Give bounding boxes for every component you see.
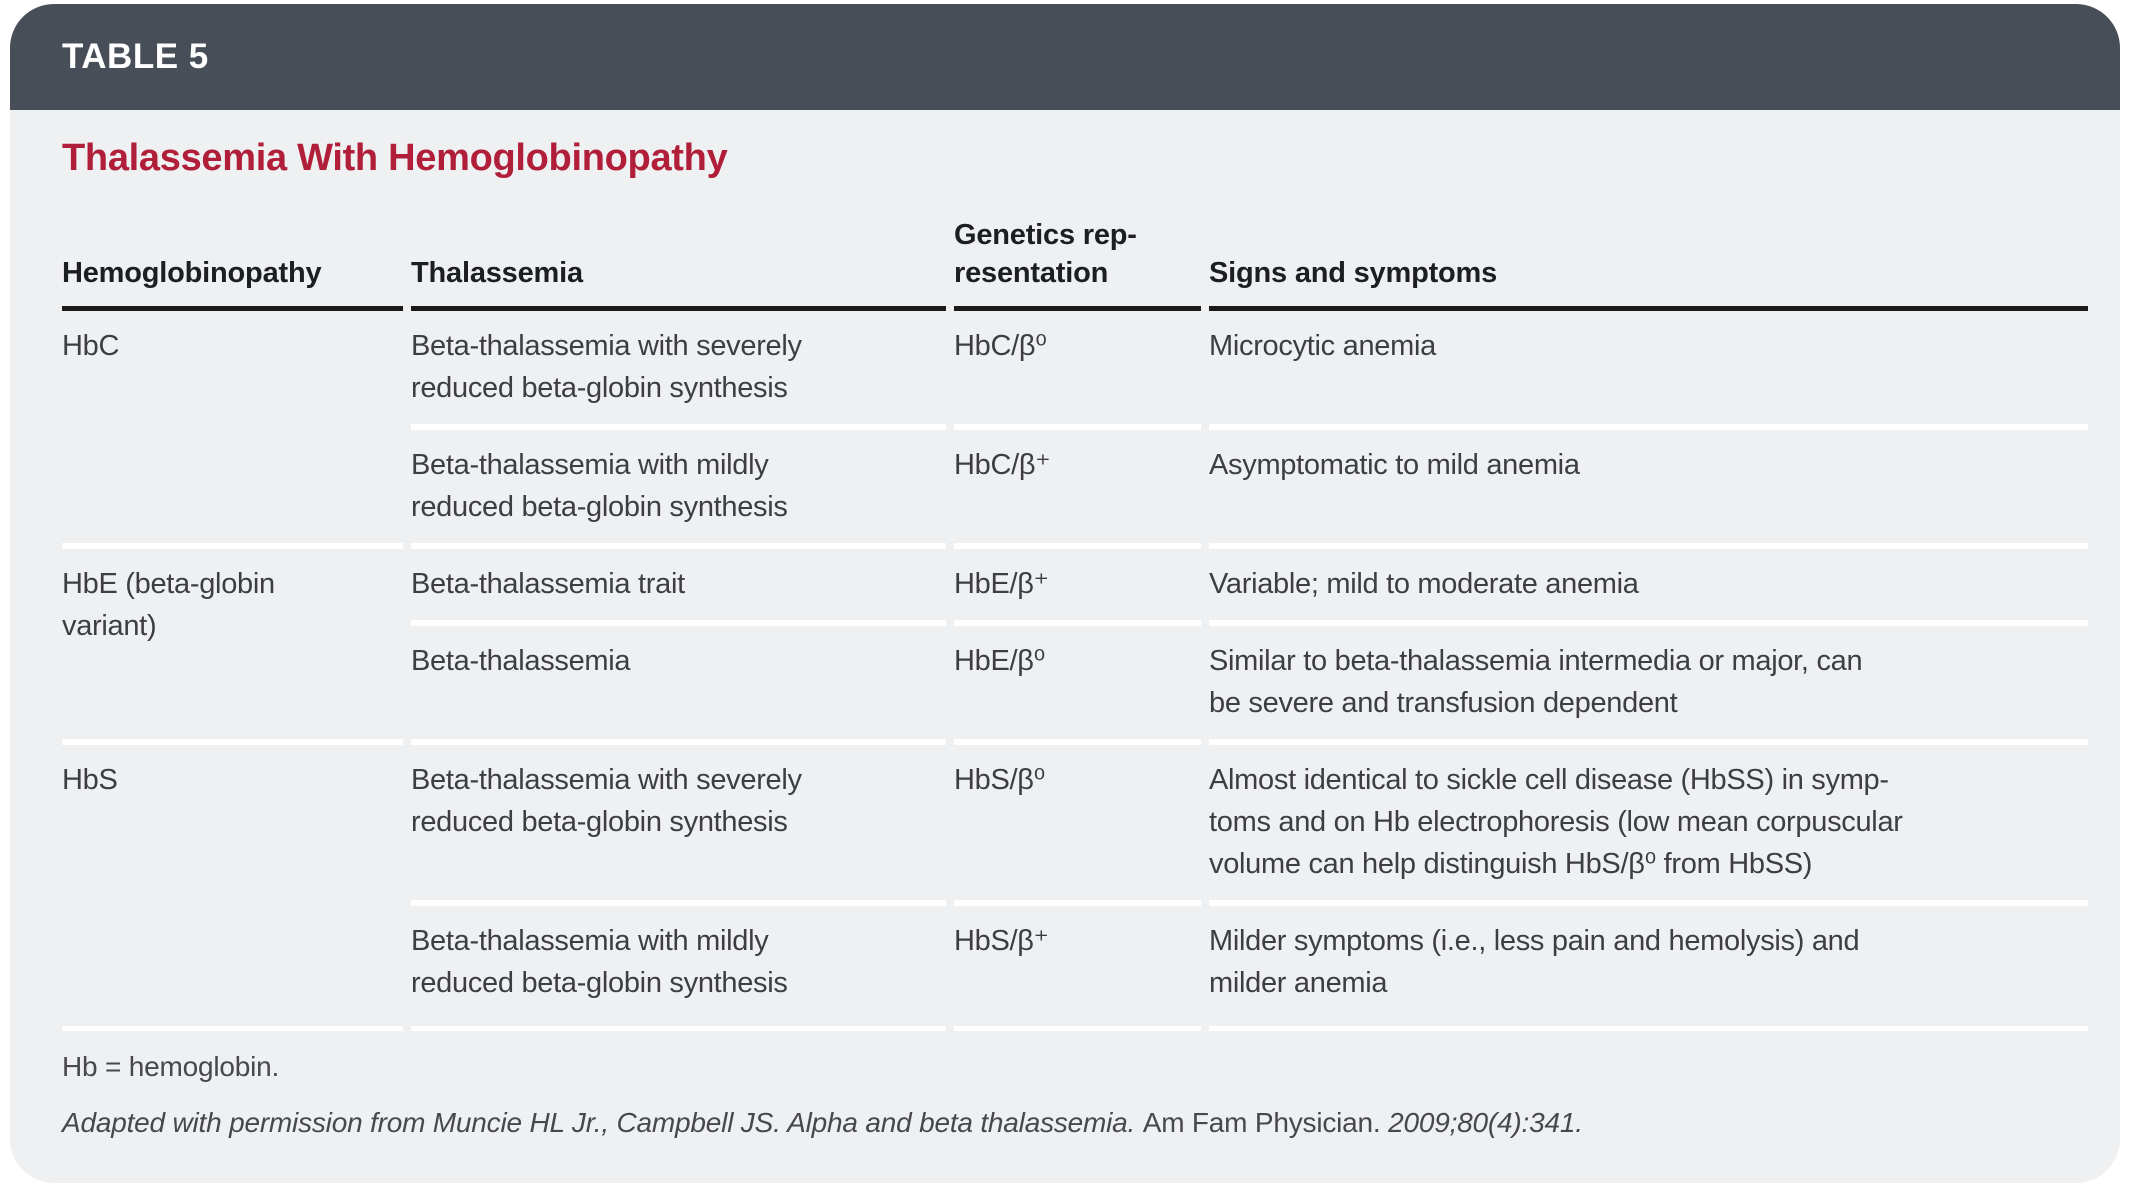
column-header-signs-and-symptoms: Signs and symptoms — [1209, 180, 2088, 311]
cell-genetics: HbS/β⁰ — [954, 739, 1201, 900]
cell-signs: Microcytic anemia — [1209, 330, 1436, 362]
cell-hemoglobinopathy-hbc: HbC — [62, 330, 120, 362]
table-body: Thalassemia With Hemoglobinopathy Hemogl… — [10, 136, 2120, 1141]
cell-signs: Variable; mild to moderate anemia — [1209, 543, 2088, 620]
table-number-label: TABLE 5 — [62, 37, 209, 76]
cell-signs: Almost identical to sickle cell disease … — [1209, 739, 2088, 900]
cell-thalassemia: Beta-thalassemia with severely reduced b… — [411, 330, 802, 404]
cell-genetics: HbE/β⁺ — [954, 543, 1201, 620]
credit-adapted-text: Adapted with permission from Muncie HL J… — [62, 1107, 1143, 1138]
cell-hemoglobinopathy-hbe: HbE (beta-globin variant) — [62, 543, 403, 739]
cell-genetics: HbC/β⁺ — [954, 424, 1201, 543]
footnote-abbreviation: Hb = hemoglobin. — [62, 1051, 280, 1082]
footnote-credit: Adapted with permission from Muncie HL J… — [62, 1105, 2088, 1141]
cell-thalassemia: Beta-thalassemia — [411, 620, 946, 739]
cell-thalassemia: Beta-thalassemia with mildly reduced bet… — [411, 900, 946, 1031]
cell-thalassemia: Beta-thalassemia with mildly reduced bet… — [411, 424, 946, 543]
column-header-genetics-representation: Genetics rep- resentation — [954, 180, 1201, 311]
cell-signs: Similar to beta-thalassemia intermedia o… — [1209, 620, 2088, 739]
table-row-hbs-mild: Beta-thalassemia with mildly reduced bet… — [62, 900, 2088, 1031]
cell-thalassemia: Beta-thalassemia trait — [411, 543, 946, 620]
cell-signs: Asymptomatic to mild anemia — [1209, 424, 2088, 543]
cell-genetics: HbE/β⁰ — [954, 620, 1201, 739]
column-header-thalassemia: Thalassemia — [411, 180, 946, 311]
table-row-hbs-severe: HbS Beta-thalassemia with severely reduc… — [62, 739, 2088, 1031]
table-row-hbc-mild: Beta-thalassemia with mildly reduced bet… — [62, 424, 2088, 543]
thalassemia-table: Hemoglobinopathy Thalassemia Genetics re… — [54, 180, 2096, 1031]
column-header-row: Hemoglobinopathy Thalassemia Genetics re… — [62, 180, 2088, 311]
cell-thalassemia: Beta-thalassemia with severely reduced b… — [411, 739, 946, 900]
cell-genetics: HbS/β⁺ — [954, 900, 1201, 1031]
credit-journal-name: Am Fam Physician. — [1142, 1107, 1389, 1138]
table-row-hbe-beta-thalassemia: Beta-thalassemia HbE/β⁰ Similar to beta-… — [62, 620, 2088, 739]
table-row-hbc-severe: HbC Beta-thalassemia with severely reduc… — [62, 311, 2088, 424]
table-title: Thalassemia With Hemoglobinopathy — [62, 137, 728, 179]
cell-hemoglobinopathy-hbs: HbS — [62, 739, 403, 1031]
table-row-hbe-trait: HbE (beta-globin variant) Beta-thalassem… — [62, 543, 2088, 642]
column-header-hemoglobinopathy: Hemoglobinopathy — [62, 180, 403, 311]
credit-citation-numbers: 2009;80(4):341. — [1388, 1107, 1583, 1138]
cell-genetics: HbC/β⁰ — [954, 330, 1047, 362]
cell-signs: Milder symptoms (i.e., less pain and hem… — [1209, 900, 2088, 1031]
table-header-bar: TABLE 5 — [10, 4, 2120, 110]
table-card: TABLE 5 Thalassemia With Hemoglobinopath… — [10, 4, 2120, 1183]
